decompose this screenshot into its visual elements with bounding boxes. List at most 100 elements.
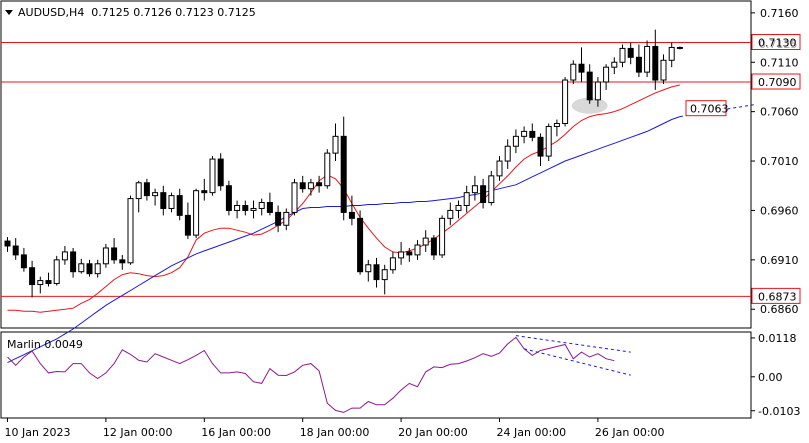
candle-54 (447, 202, 454, 226)
candle-body-78 (644, 45, 651, 73)
candle-40 (332, 123, 339, 162)
candle-78 (644, 40, 651, 78)
candle-body-3 (29, 267, 36, 286)
time-tick-label-6: 26 Jan 00:00 (595, 426, 665, 439)
candle-body-22 (184, 214, 191, 236)
candle-6 (53, 255, 60, 286)
candle-49 (406, 247, 413, 262)
candle-5 (45, 272, 52, 287)
candle-body-23 (193, 190, 200, 236)
candle-80 (660, 54, 667, 84)
candle-3 (29, 260, 36, 298)
candle-body-39 (324, 152, 331, 187)
candle-14 (119, 254, 126, 270)
candle-69 (570, 60, 577, 84)
candle-37 (307, 178, 314, 196)
candle-11 (94, 259, 101, 278)
candle-13 (111, 238, 118, 264)
collapse-arrow-icon[interactable] (5, 10, 13, 15)
candle-62 (512, 129, 519, 154)
candle-79 (652, 29, 659, 90)
candle-46 (381, 264, 388, 295)
candle-body-30 (250, 207, 257, 211)
time-tick-label-0: 10 Jan 2023 (5, 426, 71, 439)
candle-19 (160, 185, 167, 216)
candle-body-34 (283, 211, 290, 226)
price-tick-label-1: 0.6910 (760, 254, 799, 267)
level-label-1: 0.7090 (758, 76, 797, 89)
candle-body-18 (152, 192, 159, 197)
candle-29 (242, 200, 249, 216)
candle-body-76 (627, 47, 634, 58)
marlin-tick-label-2: -0.0103 (758, 405, 800, 418)
candle-body-58 (480, 185, 487, 204)
candle-body-72 (594, 81, 601, 101)
indicator-panel-frame (0, 331, 752, 419)
chart-title: AUDUSD,H4 0.7125 0.7126 0.7123 0.7125 (18, 6, 256, 19)
candle-body-81 (668, 46, 675, 61)
candle-body-65 (537, 136, 544, 157)
oscillator (7, 335, 631, 413)
candle-17 (143, 178, 150, 201)
candle-30 (250, 200, 257, 219)
candle-body-7 (61, 251, 68, 261)
candle-41 (340, 116, 347, 221)
time-tick-label-4: 20 Jan 00:00 (398, 426, 468, 439)
candle-body-35 (291, 182, 298, 213)
level-label-box-0 (751, 33, 801, 50)
candle-body-20 (168, 195, 175, 209)
candle-82 (676, 46, 683, 50)
annotation-box-0 (685, 100, 727, 117)
candle-7 (61, 246, 68, 265)
candle-body-62 (512, 135, 519, 147)
candle-body-68 (562, 79, 569, 125)
candle-body-1 (12, 245, 19, 256)
candle-43 (357, 210, 364, 275)
candle-55 (455, 200, 462, 219)
candle-15 (127, 195, 134, 265)
candle-26 (217, 153, 224, 191)
candle-59 (488, 170, 495, 206)
candle-body-45 (373, 264, 380, 281)
candle-body-57 (471, 185, 478, 194)
candle-25 (209, 156, 216, 196)
candle-body-51 (422, 237, 429, 246)
candle-body-71 (586, 71, 593, 101)
candle-body-40 (332, 135, 339, 154)
candle-64 (529, 123, 536, 142)
candle-12 (102, 244, 109, 268)
price-tick-label-0: 0.6860 (760, 303, 799, 316)
candle-body-56 (463, 192, 470, 206)
candle-75 (619, 44, 626, 68)
candle-52 (430, 235, 437, 260)
candle-body-5 (45, 280, 52, 285)
candle-74 (611, 57, 618, 75)
candle-body-15 (127, 198, 134, 264)
candle-72 (594, 77, 601, 107)
candle-body-32 (266, 202, 273, 213)
candle-body-80 (660, 59, 667, 81)
candle-body-25 (209, 158, 216, 194)
price-tick-label-4: 0.7060 (760, 106, 799, 119)
candle-body-42 (348, 211, 355, 219)
price-labels: 0.7130 0.7090 0.6873 0.7063 (685, 33, 801, 304)
candle-76 (627, 42, 634, 65)
candle-body-26 (217, 158, 224, 187)
level-label-2: 0.6873 (758, 290, 797, 303)
candle-body-38 (316, 182, 323, 187)
candle-body-37 (307, 182, 314, 190)
candle-body-69 (570, 63, 577, 81)
candle-44 (365, 259, 372, 282)
price-tick-label-2: 0.6960 (760, 204, 799, 217)
level-label-0: 0.7130 (758, 36, 797, 49)
candle-body-60 (496, 160, 503, 177)
candle-body-46 (381, 269, 388, 281)
candle-20 (168, 192, 175, 213)
axes: 0.68600.69100.69600.70100.70600.71100.71… (5, 7, 801, 439)
candle-1 (12, 238, 19, 260)
candle-body-9 (78, 263, 85, 273)
candle-body-44 (365, 264, 372, 273)
candle-8 (70, 247, 77, 278)
candle-22 (184, 202, 191, 240)
